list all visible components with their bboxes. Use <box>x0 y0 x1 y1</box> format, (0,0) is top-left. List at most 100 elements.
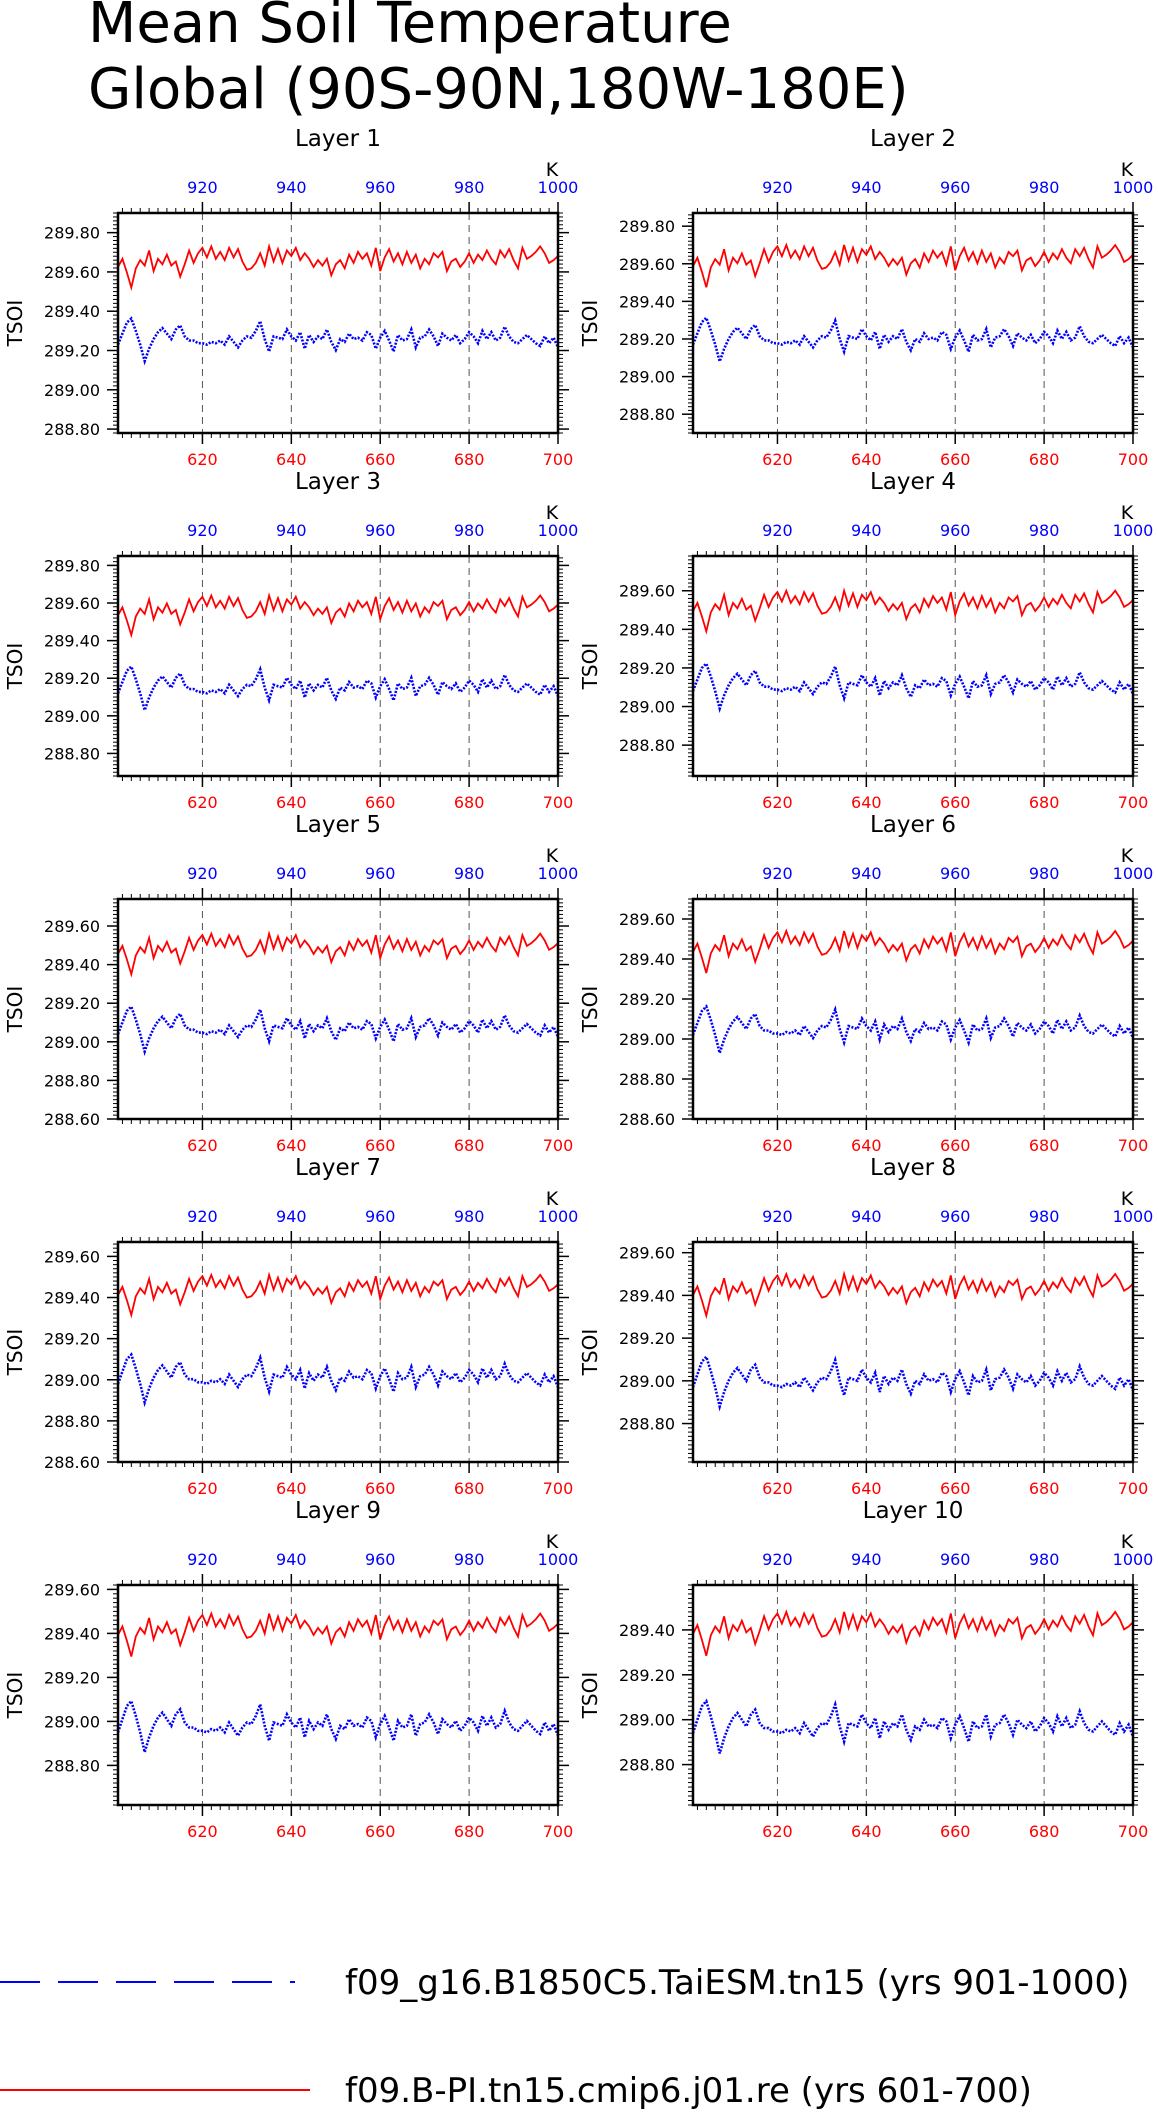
x-tick-label-top: 960 <box>365 178 396 197</box>
x-tick-label-bottom: 700 <box>543 793 574 812</box>
top-axis-unit: K <box>546 845 559 867</box>
x-tick-label-top: 980 <box>1029 521 1060 540</box>
y-tick-label: 288.80 <box>619 405 675 424</box>
x-tick-label-bottom: 700 <box>1118 793 1149 812</box>
x-tick-label-top: 920 <box>187 178 218 197</box>
x-tick-label-top: 960 <box>365 521 396 540</box>
series-line-taiesm <box>116 316 560 366</box>
x-tick-label-bottom: 640 <box>851 1822 882 1841</box>
x-tick-label-top: 920 <box>762 864 793 883</box>
y-tick-label: 288.80 <box>619 1756 675 1775</box>
x-tick-label-top: 920 <box>187 1207 218 1226</box>
x-tick-label-bottom: 660 <box>365 450 396 469</box>
x-tick-label-top: 940 <box>851 521 882 540</box>
x-tick-label-top: 980 <box>1029 864 1060 883</box>
series-line-cmip6 <box>117 1271 559 1319</box>
panel-title: Layer 10 <box>863 1498 964 1524</box>
x-tick-label-top: 1000 <box>538 1550 579 1569</box>
y-axis-label: TSOI <box>3 643 27 691</box>
x-tick-label-bottom: 640 <box>276 793 307 812</box>
plot-frame <box>116 897 560 1121</box>
y-tick-label: 289.60 <box>619 1244 675 1263</box>
y-tick-label: 289.60 <box>44 263 100 282</box>
series-line-taiesm <box>691 661 1135 714</box>
x-tick-label-top: 940 <box>276 1207 307 1226</box>
y-tick-label: 289.00 <box>619 1372 675 1391</box>
y-tick-label: 289.40 <box>44 632 100 651</box>
x-tick-label-bottom: 700 <box>543 1822 574 1841</box>
y-tick-label: 289.60 <box>619 582 675 601</box>
y-tick-label: 288.80 <box>44 1071 100 1090</box>
x-tick-label-top: 980 <box>1029 1207 1060 1226</box>
x-tick-label-bottom: 640 <box>851 450 882 469</box>
x-tick-label-top: 960 <box>940 521 971 540</box>
x-tick-label-bottom: 640 <box>276 450 307 469</box>
series-line-cmip6 <box>117 242 559 292</box>
chart-panel-10: Layer 10 620 640 660 680 700 920 940 960 980 1000K… <box>578 1498 1153 1841</box>
x-tick-label-bottom: 680 <box>454 450 485 469</box>
x-tick-label-bottom: 620 <box>762 1822 793 1841</box>
panel-title: Layer 4 <box>870 469 956 495</box>
x-tick-label-bottom: 620 <box>187 450 218 469</box>
y-tick-label: 288.80 <box>44 1412 100 1431</box>
y-tick-label: 289.40 <box>619 1621 675 1640</box>
series-line-cmip6 <box>692 587 1134 635</box>
y-tick-label: 289.20 <box>619 659 675 678</box>
panel-title: Layer 5 <box>295 812 381 838</box>
x-tick-label-top: 920 <box>187 1550 218 1569</box>
series-line-taiesm <box>116 1352 560 1408</box>
series-line-taiesm <box>691 1354 1135 1412</box>
x-tick-label-top: 920 <box>762 178 793 197</box>
x-tick-label-bottom: 660 <box>940 1479 971 1498</box>
y-tick-label: 289.60 <box>619 910 675 929</box>
top-axis-unit: K <box>1121 159 1134 181</box>
y-tick-label: 289.00 <box>44 1033 100 1052</box>
plot-frame <box>116 1583 560 1807</box>
x-tick-label-top: 960 <box>940 1550 971 1569</box>
x-tick-label-bottom: 680 <box>1029 793 1060 812</box>
y-tick-label: 288.80 <box>44 744 100 763</box>
plot-frame <box>691 211 1135 435</box>
y-tick-label: 289.60 <box>44 594 100 613</box>
series-line-taiesm <box>116 664 560 715</box>
legend: f09_g16.B1850C5.TaiESM.tn15 (yrs 901-100… <box>0 1963 1129 2111</box>
y-tick-label: 288.60 <box>44 1453 100 1472</box>
panel-title: Layer 2 <box>870 126 956 152</box>
plot-frame <box>116 554 560 778</box>
x-tick-label-bottom: 640 <box>276 1479 307 1498</box>
y-tick-label: 289.20 <box>619 1666 675 1685</box>
x-tick-label-bottom: 620 <box>762 450 793 469</box>
top-axis-unit: K <box>546 1531 559 1553</box>
y-tick-label: 288.80 <box>619 1415 675 1434</box>
panel-title: Layer 9 <box>295 1498 381 1524</box>
y-tick-label: 289.40 <box>619 1286 675 1305</box>
series-line-taiesm <box>691 1698 1135 1754</box>
x-tick-label-top: 1000 <box>1113 864 1154 883</box>
y-tick-label: 288.60 <box>619 1110 675 1129</box>
plot-frame <box>116 1240 560 1464</box>
y-tick-label: 289.40 <box>619 620 675 639</box>
x-tick-label-top: 920 <box>762 521 793 540</box>
x-tick-label-bottom: 680 <box>1029 450 1060 469</box>
y-tick-label: 289.00 <box>619 368 675 387</box>
series-line-cmip6 <box>692 242 1134 288</box>
x-tick-label-top: 960 <box>365 1550 396 1569</box>
x-tick-label-bottom: 680 <box>454 1479 485 1498</box>
x-tick-label-top: 980 <box>454 864 485 883</box>
x-tick-label-bottom: 660 <box>940 1136 971 1155</box>
x-tick-label-bottom: 640 <box>276 1822 307 1841</box>
x-tick-label-top: 980 <box>1029 1550 1060 1569</box>
y-axis-label: TSOI <box>3 1672 27 1720</box>
x-tick-label-bottom: 640 <box>851 1136 882 1155</box>
panel-title: Layer 3 <box>295 469 381 495</box>
x-tick-label-bottom: 700 <box>1118 450 1149 469</box>
x-tick-label-bottom: 620 <box>762 1136 793 1155</box>
y-tick-label: 288.80 <box>44 420 100 439</box>
x-tick-label-top: 980 <box>454 1207 485 1226</box>
x-tick-label-top: 960 <box>940 178 971 197</box>
y-tick-label: 289.40 <box>44 302 100 321</box>
x-tick-label-bottom: 700 <box>1118 1479 1149 1498</box>
